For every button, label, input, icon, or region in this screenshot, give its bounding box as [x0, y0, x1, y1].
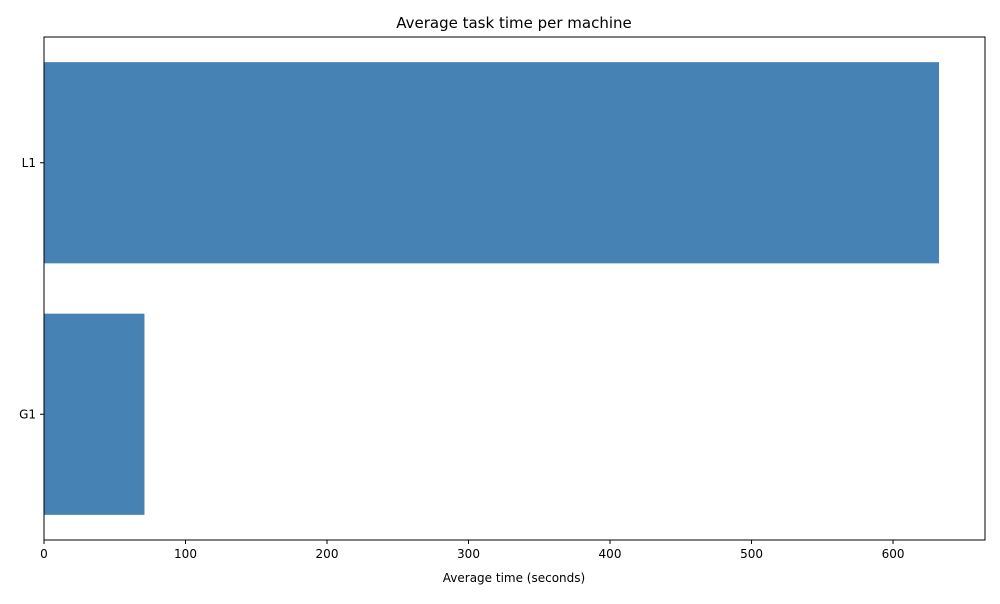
x-tick-label: 200 — [316, 547, 339, 561]
chart-title: Average task time per machine — [396, 14, 632, 32]
y-tick-label: G1 — [19, 407, 36, 421]
x-tick-label: 500 — [740, 547, 763, 561]
x-tick-label: 0 — [40, 547, 48, 561]
bar-G1 — [44, 313, 145, 515]
x-tick-label: 600 — [882, 547, 905, 561]
x-tick-label: 100 — [174, 547, 197, 561]
x-tick-label: 400 — [599, 547, 622, 561]
x-tick-label: 300 — [457, 547, 480, 561]
bars-layer — [44, 62, 940, 515]
x-axis-label: Average time (seconds) — [443, 571, 585, 585]
axes-layer: L1 G1 0 100 200 300 400 500 600 — [19, 36, 986, 561]
y-tick-label: L1 — [22, 156, 36, 170]
plot-frame — [43, 36, 986, 541]
bar-L1 — [44, 62, 940, 264]
